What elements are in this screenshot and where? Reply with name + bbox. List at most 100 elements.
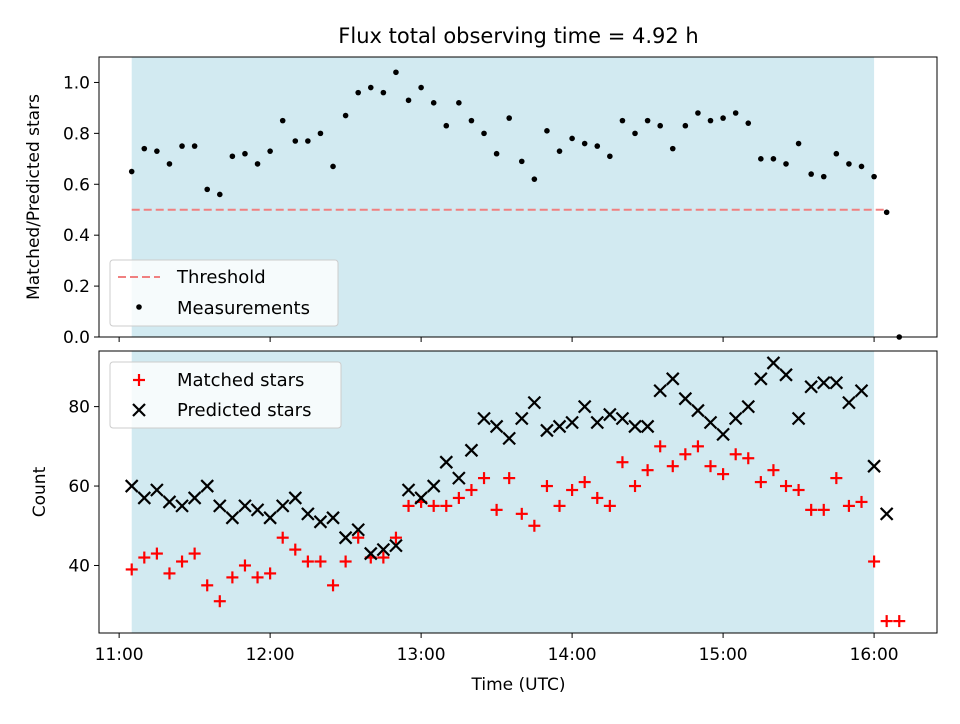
measurement-point xyxy=(783,161,789,167)
predicted-star-point xyxy=(200,479,214,493)
predicted-star-point xyxy=(842,395,856,410)
matched-star-point xyxy=(830,472,843,485)
legend-threshold-label: Threshold xyxy=(176,267,266,288)
matched-star-point xyxy=(238,559,251,572)
matched-star-point xyxy=(226,571,239,584)
matched-star-point xyxy=(427,499,440,512)
predicted-star-point xyxy=(716,427,730,442)
top-legend: Threshold Measurements xyxy=(109,259,339,327)
measurement-point xyxy=(166,161,173,167)
matched-star-point xyxy=(754,476,767,489)
matched-star-point xyxy=(629,480,642,493)
y-tick-label: 40 xyxy=(68,556,90,576)
top-plot-area xyxy=(128,69,903,340)
predicted-star-point xyxy=(867,459,881,473)
matched-star-point xyxy=(150,547,163,560)
matched-star-point xyxy=(704,460,717,473)
x-tick-label: 14:00 xyxy=(548,645,597,665)
predicted-star-point xyxy=(238,499,252,513)
measurement-point xyxy=(833,150,840,157)
predicted-star-point xyxy=(263,511,277,525)
matched-star-point xyxy=(138,551,151,564)
predicted-star-point xyxy=(401,483,416,497)
measurement-point xyxy=(607,153,613,160)
matched-star-point xyxy=(440,499,453,512)
measurement-point xyxy=(569,135,575,142)
predicted-star-point xyxy=(540,423,554,438)
matched-star-point xyxy=(377,551,390,564)
matched-star-point xyxy=(742,452,755,465)
y-tick-label: 60 xyxy=(68,477,90,497)
predicted-star-point xyxy=(829,375,844,390)
measurement-point xyxy=(481,130,487,137)
predicted-star-point xyxy=(854,383,869,398)
legend-x-marker xyxy=(132,403,146,417)
bottom-axes-frame xyxy=(98,350,938,634)
matched-star-point xyxy=(868,555,881,568)
predicted-star-point xyxy=(452,471,466,485)
predicted-star-point xyxy=(514,411,529,426)
predicted-star-point xyxy=(640,419,655,434)
matched-star-point xyxy=(352,531,365,544)
y-tick-label: 0.8 xyxy=(63,124,90,144)
bottom-panel: 40 60 80 11:00 12:00 13:00 14:00 15:00 16:00 Co… xyxy=(30,350,938,695)
predicted-star-point xyxy=(754,372,768,386)
measurement-point xyxy=(254,161,261,167)
top-legend-box xyxy=(109,259,339,327)
predicted-star-point xyxy=(464,443,479,458)
top-panel: 0.0 0.2 0.4 0.6 0.8 1.0 Matched/Predicted sta… xyxy=(24,56,938,348)
measurement-point xyxy=(732,110,739,116)
matched-star-point xyxy=(817,503,830,516)
matched-star-point xyxy=(251,571,264,584)
matched-star-point xyxy=(553,499,566,512)
matched-star-point xyxy=(641,464,654,477)
matched-star-point xyxy=(264,567,277,580)
measurement-point xyxy=(506,115,512,121)
chart-title: Flux total observing time = 4.92 h xyxy=(338,24,698,48)
measurement-point xyxy=(355,89,362,96)
predicted-star-point xyxy=(489,419,504,434)
matched-star-point xyxy=(289,543,302,556)
matched-star-point xyxy=(578,476,591,489)
predicted-star-point xyxy=(766,356,781,370)
x-tick-label: 15:00 xyxy=(699,645,748,665)
x-tick-label: 16:00 xyxy=(850,645,899,665)
measurement-point xyxy=(128,168,135,175)
predicted-star-point xyxy=(124,479,139,493)
measurement-point xyxy=(871,173,877,180)
measurement-point xyxy=(720,115,726,121)
y-tick-label: 0.4 xyxy=(63,226,90,246)
matched-star-point xyxy=(691,440,704,453)
bottom-y-axis: 40 60 80 xyxy=(68,398,99,576)
measurement-point xyxy=(216,191,223,198)
measurement-point xyxy=(380,89,387,96)
matched-star-point xyxy=(603,499,616,512)
x-axis: 11:00 12:00 13:00 14:00 15:00 16:00 xyxy=(95,633,899,665)
matched-star-point xyxy=(679,448,692,461)
matched-star-point xyxy=(654,440,667,453)
x-tick-label: 11:00 xyxy=(95,645,144,665)
matched-star-point xyxy=(478,472,491,485)
measurement-point xyxy=(242,150,248,157)
predicted-star-point xyxy=(779,368,793,382)
measurement-point xyxy=(279,117,286,124)
measurement-point xyxy=(430,100,437,106)
measurement-point xyxy=(179,143,185,149)
measurement-point xyxy=(367,84,374,91)
predicted-star-point xyxy=(691,403,705,418)
predicted-star-point xyxy=(590,415,605,430)
measurement-point xyxy=(330,163,336,170)
measurement-point xyxy=(456,100,462,106)
matched-star-point xyxy=(201,579,214,592)
matched-star-point xyxy=(465,484,478,497)
matched-star-point xyxy=(717,468,730,481)
measurement-point xyxy=(544,128,550,134)
measurement-point xyxy=(317,130,324,137)
predicted-star-point xyxy=(791,411,806,426)
y-tick-label: 0.2 xyxy=(63,277,90,297)
predicted-star-point xyxy=(527,395,542,410)
legend-plus-marker xyxy=(133,374,145,386)
predicted-star-point xyxy=(741,399,756,414)
measurement-point xyxy=(682,122,689,129)
